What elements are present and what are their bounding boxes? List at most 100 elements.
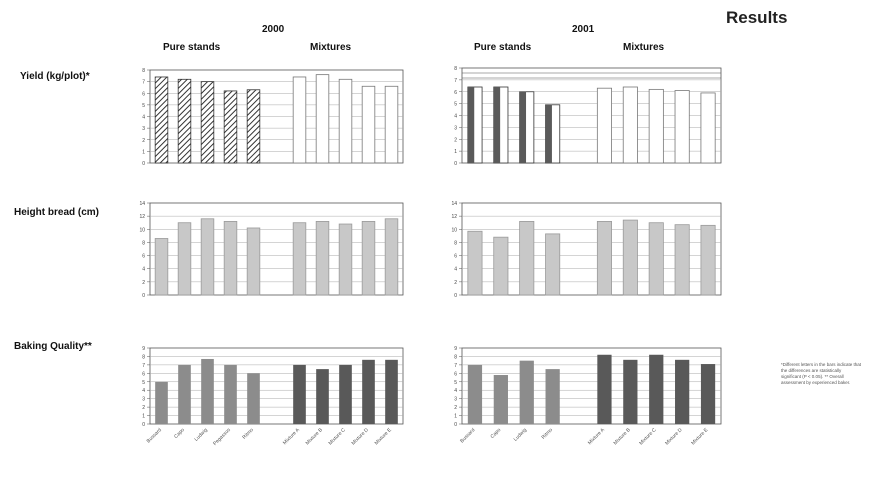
y-tick-label: 4 xyxy=(142,115,145,121)
y-tick-label: 5 xyxy=(454,102,457,108)
y-tick-label: 1 xyxy=(142,149,145,155)
bar xyxy=(648,222,664,296)
y-tick-label: 0 xyxy=(142,422,145,428)
bar xyxy=(493,375,508,424)
bar xyxy=(700,364,716,424)
plot-frame xyxy=(461,347,722,425)
yield-row-label: Yield (kg/plot)* xyxy=(20,71,90,82)
bar xyxy=(519,220,535,296)
y-tick-label: 7 xyxy=(142,363,145,369)
y-tick-label: 2 xyxy=(454,280,457,286)
year-2000-header: 2000 xyxy=(262,24,285,35)
bar xyxy=(493,236,509,296)
x-category-label: Bussard xyxy=(146,427,163,444)
bar xyxy=(384,85,399,164)
bar xyxy=(315,220,330,296)
x-category-label: Mixture D xyxy=(351,427,371,447)
page-title: Results xyxy=(726,8,788,27)
bar xyxy=(384,218,399,296)
y-tick-label: 9 xyxy=(454,346,457,352)
bar xyxy=(178,364,191,424)
bar-shade xyxy=(545,104,552,163)
bar xyxy=(338,78,353,164)
bar xyxy=(224,364,237,424)
y-tick-label: 3 xyxy=(454,397,457,403)
y-tick-label: 12 xyxy=(139,214,145,220)
bar xyxy=(361,220,376,296)
x-category-label: Mixture C xyxy=(328,427,348,447)
y-tick-label: 6 xyxy=(142,254,145,260)
y-tick-label: 0 xyxy=(142,293,145,299)
bar xyxy=(467,230,483,296)
y-tick-label: 1 xyxy=(454,149,457,155)
y-tick-label: 6 xyxy=(142,91,145,97)
mixtures-2000-header: Mixtures xyxy=(310,42,352,53)
bar xyxy=(361,85,376,164)
bar xyxy=(362,359,375,424)
y-tick-label: 2 xyxy=(454,137,457,143)
bar xyxy=(223,220,238,296)
bar-shade xyxy=(519,91,527,163)
y-tick-label: 14 xyxy=(139,201,145,207)
y-tick-label: 3 xyxy=(142,126,145,132)
bar xyxy=(316,369,329,424)
bar xyxy=(155,381,168,424)
bar xyxy=(292,222,307,296)
y-tick-label: 8 xyxy=(142,240,145,246)
x-category-label: Mixture E xyxy=(374,427,394,447)
bar xyxy=(177,78,192,164)
y-tick-label: 3 xyxy=(142,397,145,403)
bar xyxy=(675,359,690,424)
y-tick-label: 0 xyxy=(454,422,457,428)
y-tick-label: 7 xyxy=(454,78,457,84)
y-tick-label: 5 xyxy=(142,380,145,386)
bar xyxy=(596,220,612,296)
x-category-label: Ritmo xyxy=(241,427,255,441)
bar xyxy=(293,364,306,424)
bar xyxy=(177,222,192,296)
y-tick-label: 6 xyxy=(142,371,145,377)
x-category-label: Mixture D xyxy=(664,427,684,447)
x-category-label: Mixture A xyxy=(587,427,606,446)
y-tick-label: 6 xyxy=(454,90,457,96)
bar xyxy=(545,369,560,424)
bar xyxy=(247,373,260,424)
y-tick-label: 12 xyxy=(451,214,457,220)
year-2001-header: 2001 xyxy=(572,24,595,35)
plot-frame xyxy=(149,202,404,296)
y-tick-label: 6 xyxy=(454,254,457,260)
x-category-label: Capo xyxy=(490,427,503,440)
bar xyxy=(596,87,612,164)
pure-stands-2001-header: Pure stands xyxy=(474,42,532,53)
bar xyxy=(385,359,398,424)
y-tick-label: 2 xyxy=(454,405,457,411)
x-category-label: Bussard xyxy=(459,427,476,444)
baking-row-label: Baking Quality** xyxy=(14,341,92,352)
y-tick-label: 2 xyxy=(142,138,145,144)
bar xyxy=(700,224,716,296)
x-category-label: Mixture B xyxy=(613,427,633,447)
y-tick-label: 4 xyxy=(454,114,457,120)
x-category-label: Ritmo xyxy=(541,427,555,441)
x-category-label: Mixture E xyxy=(690,427,710,447)
y-tick-label: 8 xyxy=(454,354,457,360)
y-tick-label: 1 xyxy=(142,414,145,420)
y-tick-label: 10 xyxy=(451,227,457,233)
x-category-label: Pegassos xyxy=(212,427,232,447)
y-tick-label: 2 xyxy=(142,280,145,286)
bar xyxy=(339,364,352,424)
y-tick-label: 0 xyxy=(454,161,457,167)
y-tick-label: 8 xyxy=(142,68,145,74)
y-tick-label: 0 xyxy=(142,161,145,167)
y-tick-label: 14 xyxy=(451,201,457,207)
y-tick-label: 8 xyxy=(454,240,457,246)
x-category-label: Mixture B xyxy=(305,427,325,447)
bar xyxy=(315,74,330,164)
mixtures-2001-header: Mixtures xyxy=(623,42,665,53)
bar-shade xyxy=(493,87,501,163)
bar xyxy=(154,76,169,164)
x-category-label: Mixture A xyxy=(282,427,301,446)
bar xyxy=(622,219,638,296)
bar xyxy=(292,76,307,164)
